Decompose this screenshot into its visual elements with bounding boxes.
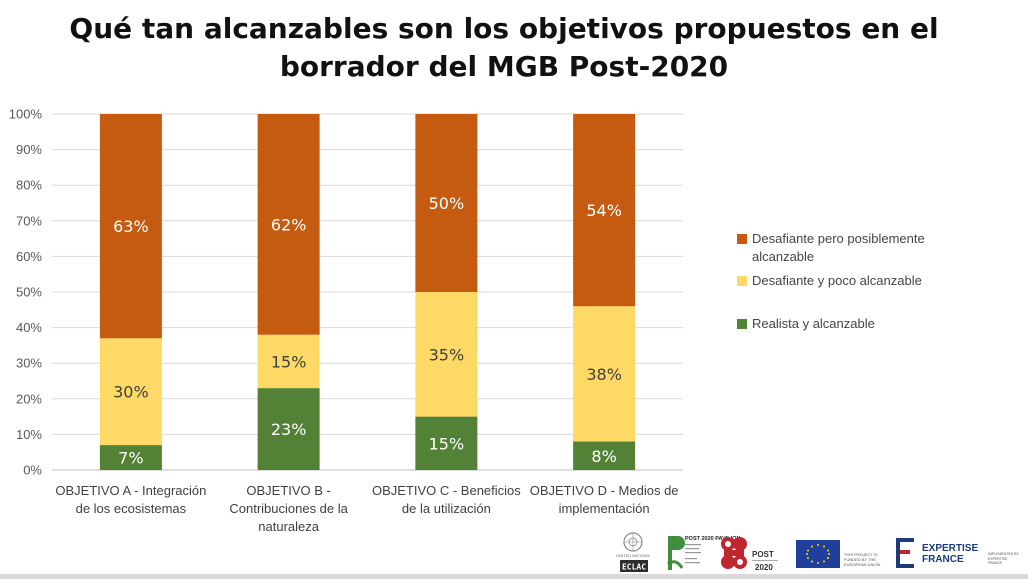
y-tick-label: 80% — [16, 178, 42, 193]
data-label: 38% — [586, 365, 622, 384]
x-tick-label: OBJETIVO C - Beneficios — [372, 483, 521, 498]
legend-swatch — [737, 234, 747, 244]
un-text: UNITED NATIONS — [616, 553, 650, 558]
eclac-text: ECLAC — [622, 563, 646, 572]
legend-label: Desafiante y poco alcanzable — [752, 273, 922, 288]
data-label: 62% — [271, 215, 307, 234]
data-label: 15% — [271, 352, 307, 371]
y-tick-label: 40% — [16, 320, 42, 335]
data-label: 23% — [271, 420, 307, 439]
post-text: POST — [752, 550, 774, 559]
x-tick-label: OBJETIVO A - Integración — [55, 483, 206, 498]
y-tick-label: 10% — [16, 427, 42, 442]
legend-item-realistic: Realista y alcanzable — [737, 315, 987, 333]
legend-label: Realista y alcanzable — [752, 316, 875, 331]
legend-swatch — [737, 276, 747, 286]
y-tick-label: 0% — [23, 463, 42, 478]
data-label: 50% — [429, 194, 465, 213]
year-text: 2020 — [755, 563, 773, 572]
y-tick-label: 100% — [9, 107, 43, 122]
bar-segment — [573, 441, 636, 470]
data-label: 63% — [113, 217, 149, 236]
y-tick-label: 70% — [16, 213, 42, 228]
legend-item-challenging-unlikely: Desafiante y poco alcanzable — [737, 272, 987, 315]
eu-flag-logo: THIS PROJECT IS FUNDED BY THE EUROPEAN U… — [796, 540, 881, 568]
x-tick-label: implementación — [559, 501, 650, 516]
bar-segment — [415, 292, 478, 417]
chart-title-line-1: Qué tan alcanzables son los objetivos pr… — [69, 12, 939, 45]
chart-title: Qué tan alcanzables son los objetivos pr… — [0, 10, 1008, 86]
bottom-bar — [0, 574, 1028, 579]
y-tick-label: 90% — [16, 142, 42, 157]
x-tick-label: Contribuciones de la — [229, 501, 348, 516]
post2020-pavilion-logo: POST 2020 PAVILION — [667, 536, 740, 570]
x-tick-label: OBJETIVO D - Medios de — [530, 483, 679, 498]
legend-swatch — [737, 319, 747, 329]
ef-line1: EXPERTISE — [922, 543, 978, 554]
x-tick-label: naturaleza — [258, 519, 319, 534]
bar-segment — [573, 306, 636, 442]
eu-text: THIS PROJECT IS FUNDED BY THE EUROPEAN U… — [844, 552, 881, 567]
y-tick-label: 60% — [16, 249, 42, 264]
un-eclac-logo: UNITED NATIONS ECLAC — [616, 532, 650, 572]
bar-segment — [257, 334, 320, 389]
bar-segment — [99, 445, 162, 470]
x-tick-label: OBJETIVO B - — [246, 483, 331, 498]
x-tick-label: de los ecosistemas — [76, 501, 187, 516]
x-tick-label: de la utilización — [402, 501, 491, 516]
data-label: 8% — [591, 447, 616, 466]
post2020-logo: POST 2020 — [721, 537, 778, 572]
ef-small-text: IMPLEMENTED BY EXPERTISE FRANCE — [988, 552, 1019, 565]
data-label: 15% — [429, 434, 465, 453]
partner-logos: UNITED NATIONS ECLAC POST 2020 PAVILION … — [616, 532, 1019, 572]
ef-line2: FRANCE — [922, 554, 964, 565]
bar-segment — [99, 338, 162, 446]
data-label: 30% — [113, 383, 149, 402]
bar-segment — [99, 114, 162, 339]
data-label: 7% — [118, 449, 143, 468]
legend-item-challenging-possible: Desafiante pero posiblemente alcanzable — [737, 230, 987, 272]
data-label: 35% — [429, 345, 465, 364]
bar-segment — [415, 114, 478, 292]
chart-title-line-2: borrador del MGB Post-2020 — [279, 50, 729, 83]
bar-segment — [257, 114, 320, 335]
legend: Desafiante pero posiblemente alcanzable … — [737, 230, 987, 333]
bar-segment — [257, 388, 320, 470]
bar-segment — [573, 114, 636, 307]
pavilion-text: POST 2020 PAVILION — [685, 536, 740, 542]
y-tick-label: 20% — [16, 391, 42, 406]
y-tick-label: 30% — [16, 356, 42, 371]
bar-segment — [415, 416, 478, 470]
data-label: 54% — [586, 201, 622, 220]
expertise-france-logo: EXPERTISE FRANCE IMPLEMENTED BY EXPERTIS… — [896, 538, 1019, 568]
legend-label: Desafiante pero posiblemente alcanzable — [752, 231, 925, 264]
y-tick-label: 50% — [16, 285, 42, 300]
